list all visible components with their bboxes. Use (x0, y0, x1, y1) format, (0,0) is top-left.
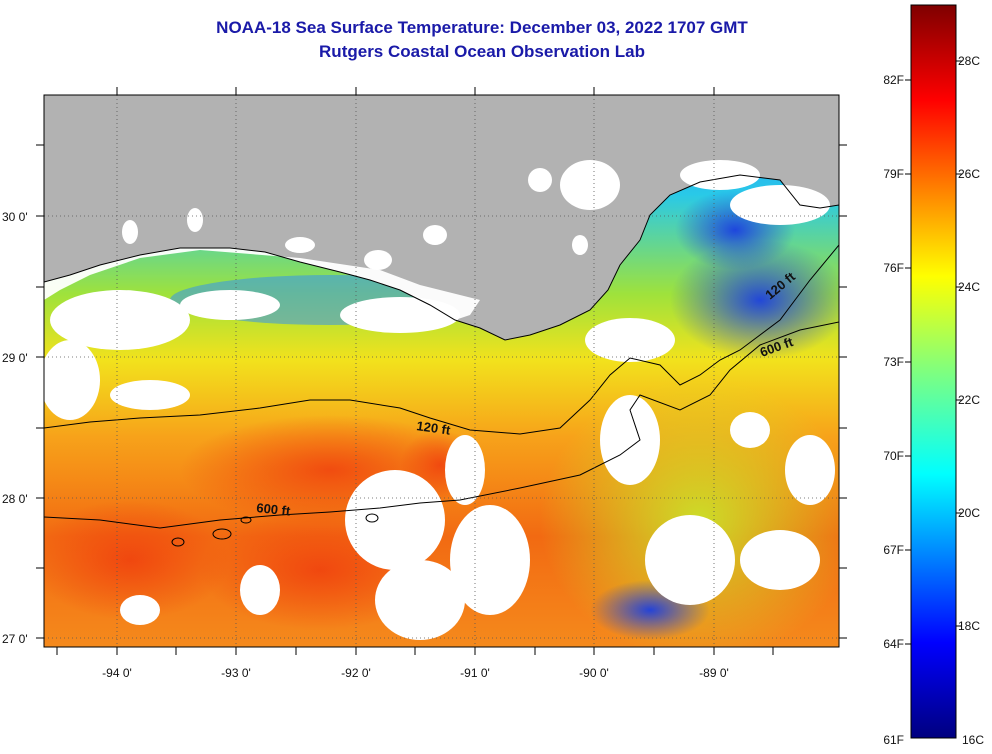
contour-120ft-line (44, 244, 839, 435)
contour-600ft-line (44, 321, 839, 529)
lon-label-92: -92 0' (341, 666, 371, 680)
lon-label-90: -90 0' (579, 666, 609, 680)
lat-label-27: 27 0' (2, 632, 28, 646)
colorbar-c-18: 18C (958, 619, 980, 633)
colorbar-ticks (905, 60, 962, 645)
colorbar-c-24: 24C (958, 280, 980, 294)
colorbar-f-61: 61F (883, 733, 904, 747)
lon-label-94: -94 0' (102, 666, 132, 680)
coastline (44, 174, 839, 341)
colorbar-f-79: 79F (883, 167, 904, 181)
graticule (44, 95, 839, 647)
land-area (44, 95, 839, 340)
colorbar-c-16: 16C (962, 733, 984, 747)
lon-label-91: -91 0' (460, 666, 490, 680)
depth-contours (44, 174, 839, 547)
colorbar-f-76: 76F (883, 261, 904, 275)
map-frame (43, 94, 840, 648)
lon-label-93: -93 0' (221, 666, 251, 680)
colorbar-c-22: 22C (958, 393, 980, 407)
colorbar-f-73: 73F (883, 355, 904, 369)
lat-label-30: 30 0' (2, 210, 28, 224)
colorbar-f-82: 82F (883, 73, 904, 87)
lon-label-89: -89 0' (699, 666, 729, 680)
colorbar-f-70: 70F (883, 449, 904, 463)
colorbar-c-28: 28C (958, 54, 980, 68)
colorbar-c-20: 20C (958, 506, 980, 520)
lat-label-29: 29 0' (2, 351, 28, 365)
colorbar-f-67: 67F (883, 543, 904, 557)
contour-label-120ft-west: 120 ft (416, 418, 452, 438)
colorbar (910, 4, 957, 739)
cloud-cover (44, 160, 835, 640)
colorbar-f-64: 64F (883, 637, 904, 651)
sst-field: 120 ft 600 ft 120 ft 600 ft (44, 95, 839, 647)
map-title: NOAA-18 Sea Surface Temperature: Decembe… (216, 18, 748, 37)
axis-ticks (36, 87, 847, 655)
contour-label-600ft-west: 600 ft (256, 500, 292, 519)
map-subtitle: Rutgers Coastal Ocean Observation Lab (319, 42, 645, 61)
colorbar-c-26: 26C (958, 167, 980, 181)
lat-label-28: 28 0' (2, 492, 28, 506)
